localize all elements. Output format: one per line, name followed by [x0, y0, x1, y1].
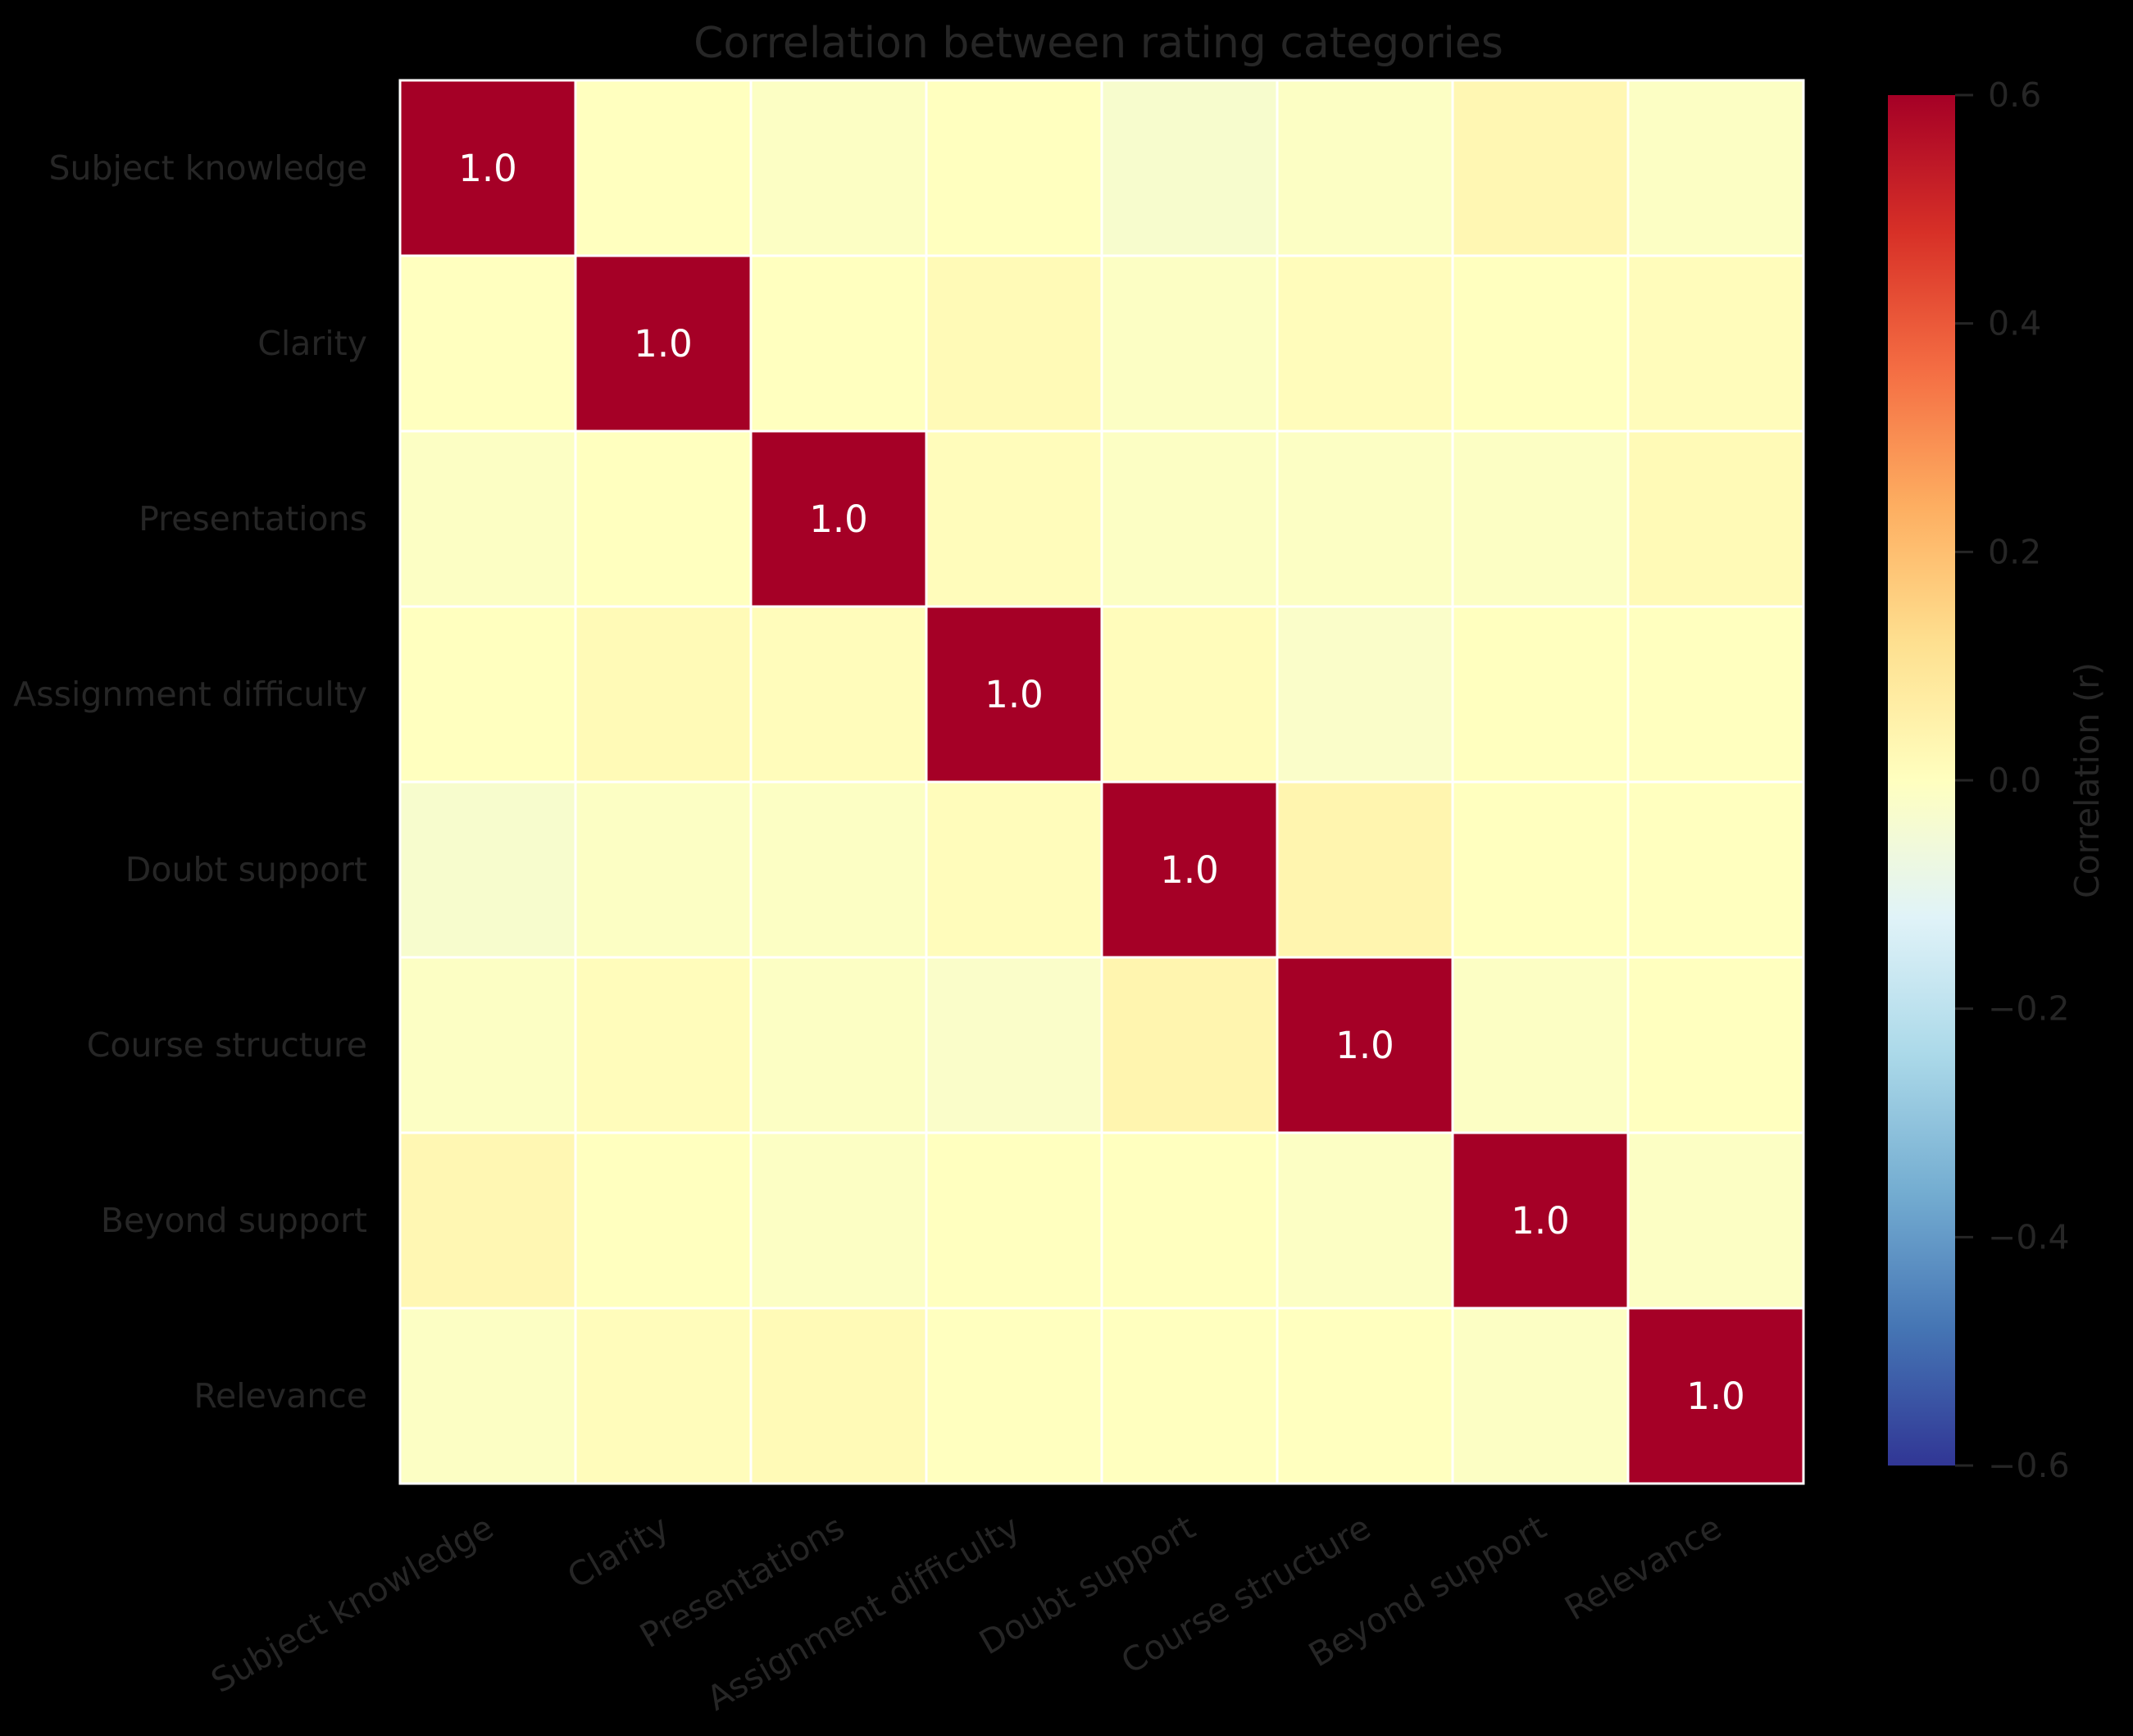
heatmap-cell [749, 780, 928, 959]
heatmap-cell [1276, 1307, 1454, 1485]
colorbar-tick-label: 0.0 [1988, 761, 2041, 800]
heatmap-cell [1451, 605, 1630, 784]
heatmap-cell [1451, 780, 1630, 959]
heatmap-cell [574, 605, 753, 784]
heatmap-cell [1626, 254, 1805, 433]
cell-annotation: 1.0 [634, 322, 693, 366]
heatmap-cell [1276, 780, 1454, 959]
colorbar: 0.6 0.4 0.2 0.0 −0.2 −0.4 −0.6 Correlation (r) [1888, 75, 2107, 1485]
heatmap-cell [574, 1307, 753, 1485]
heatmap-cell [1626, 79, 1805, 257]
heatmap-cell [749, 254, 928, 433]
y-tick-label: Relevance [193, 1376, 367, 1416]
heatmap-cell [749, 956, 928, 1134]
heatmap-cell [1451, 1307, 1630, 1485]
heatmap-cell [1276, 1131, 1454, 1310]
cell-annotation: 1.0 [1160, 848, 1219, 892]
cell-annotation: 1.0 [458, 147, 517, 190]
y-tick-label: Doubt support [125, 850, 367, 889]
heatmap-cell [925, 956, 1103, 1134]
heatmap-cell [574, 956, 753, 1134]
heatmap-cell [574, 254, 753, 433]
heatmap-cell [1451, 1131, 1630, 1310]
heatmap-cell [925, 1307, 1103, 1485]
heatmap-cell [1100, 429, 1279, 608]
heatmap-cell [398, 429, 577, 608]
heatmap-cell [1100, 1131, 1279, 1310]
colorbar-tick-label: −0.6 [1988, 1446, 2070, 1485]
y-tick-label: Assignment difficulty [13, 675, 367, 714]
heatmap-cell [1451, 956, 1630, 1134]
heatmap-grid: 1.0 1.0 1.0 1.0 1.0 1.0 1.0 1.0 [398, 79, 1805, 1485]
heatmap-cell [1100, 956, 1279, 1134]
heatmap-cell [1626, 780, 1805, 959]
heatmap-cell [925, 79, 1103, 257]
heatmap-cell [749, 429, 928, 608]
heatmap-cell [925, 1131, 1103, 1310]
heatmap-cell [1626, 1307, 1805, 1485]
heatmap-cell [398, 956, 577, 1134]
heatmap-cell [1626, 429, 1805, 608]
chart-title: Correlation between rating categories [694, 19, 1503, 68]
heatmap-cell [1451, 429, 1630, 608]
heatmap-cell [925, 254, 1103, 433]
heatmap-cell [1100, 605, 1279, 784]
y-tick-label: Course structure [87, 1025, 367, 1065]
heatmap-cell [398, 1131, 577, 1310]
heatmap-cell [574, 79, 753, 257]
heatmap-cell [1276, 429, 1454, 608]
heatmap-cell [749, 1131, 928, 1310]
colorbar-tick-label: 0.6 [1988, 75, 2041, 115]
heatmap-cell [1626, 1131, 1805, 1310]
heatmap-cell [1100, 254, 1279, 433]
colorbar-tick-label: −0.4 [1988, 1217, 2070, 1257]
heatmap-cell [749, 1307, 928, 1485]
y-tick-label: Clarity [257, 324, 367, 363]
heatmap-cell [398, 254, 577, 433]
colorbar-tick-label: 0.4 [1988, 304, 2041, 343]
colorbar-label: Correlation (r) [2067, 662, 2107, 898]
y-tick-label: Beyond support [101, 1201, 367, 1240]
heatmap-cell [398, 1307, 577, 1485]
heatmap-cell [574, 1131, 753, 1310]
heatmap-cell [398, 780, 577, 959]
colorbar-tick-label: 0.2 [1988, 532, 2041, 571]
heatmap-cell [1100, 1307, 1279, 1485]
y-tick-labels: Subject knowledge Clarity Presentations Ass… [13, 148, 367, 1416]
cell-annotation: 1.0 [1335, 1024, 1394, 1067]
heatmap-cell [574, 429, 753, 608]
colorbar-tick-label: −0.2 [1988, 989, 2070, 1029]
heatmap-cell [925, 780, 1103, 959]
heatmap-cell [574, 780, 753, 959]
heatmap-cell [1451, 254, 1630, 433]
heatmap-cell [749, 79, 928, 257]
heatmap-cell [398, 79, 577, 257]
heatmap-cell [1276, 79, 1454, 257]
heatmap-cell [1276, 254, 1454, 433]
cell-annotation: 1.0 [985, 673, 1044, 716]
cell-annotation: 1.0 [1511, 1199, 1570, 1243]
heatmap-cell [1626, 956, 1805, 1134]
y-tick-label: Subject knowledge [48, 148, 367, 188]
cell-annotation: 1.0 [1686, 1375, 1745, 1418]
heatmap-cell [1276, 605, 1454, 784]
heatmap-cell [925, 429, 1103, 608]
cell-annotation: 1.0 [809, 498, 868, 541]
heatmap-cell [1100, 79, 1279, 257]
heatmap-cell [1626, 605, 1805, 784]
colorbar-gradient [1888, 95, 1955, 1466]
heatmap-cell [1451, 79, 1630, 257]
heatmap-cell [749, 605, 928, 784]
heatmap-cell [398, 605, 577, 784]
y-tick-label: Presentations [139, 499, 367, 539]
